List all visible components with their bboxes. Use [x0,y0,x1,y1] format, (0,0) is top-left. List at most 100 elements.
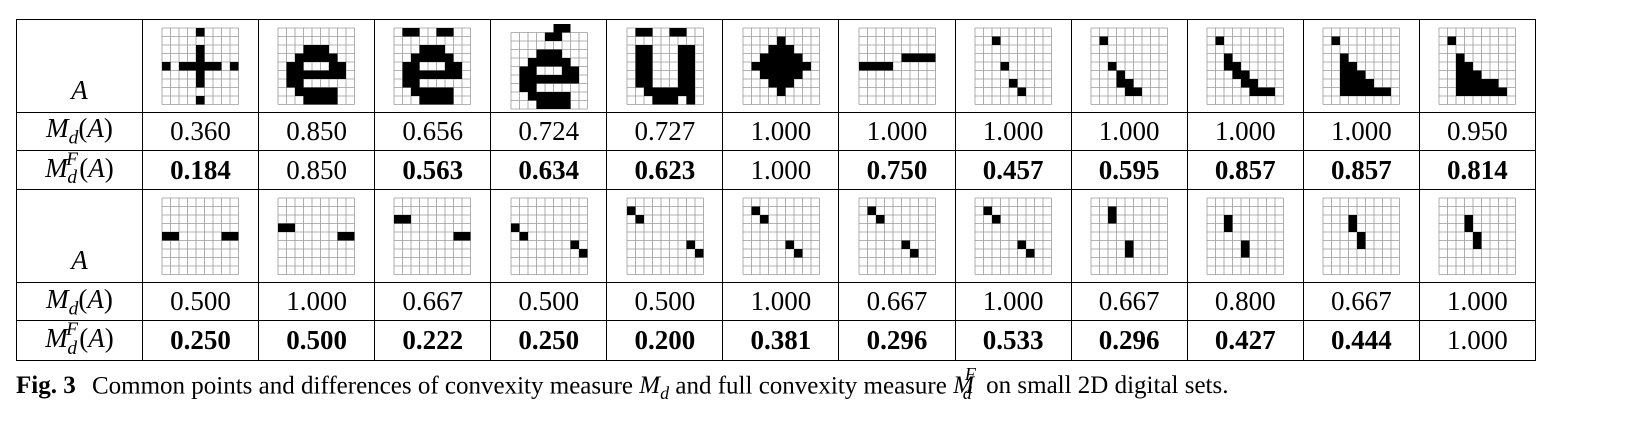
pixel-cell [1481,87,1491,96]
pixel-cell [1215,36,1224,45]
pixel-cell [320,87,330,96]
pixel-cell [320,53,330,62]
md-value: 0.667 [374,282,492,322]
pixel-cell [1107,206,1117,216]
pixel-cell [196,70,205,79]
mdf-value: 0.427 [1186,320,1304,361]
md-value: 1.000 [1186,112,1304,151]
shape-cell [490,19,608,113]
pixel-cell [561,66,571,75]
pixel-cell [635,53,644,62]
pixel-cell [295,78,304,88]
pixel-cell [286,70,296,79]
digital-set-two-bars-wide [161,197,240,276]
pixel-cell [519,74,528,83]
pixel-cell [759,70,769,79]
pixel-cell [527,74,537,83]
shape-cell [838,19,956,113]
pixel-cell [1008,78,1018,88]
pixel-cell [759,61,769,71]
pixel-cell [303,87,313,96]
pixel-cell [553,100,562,109]
pixel-cell [1017,87,1026,96]
pixel-cell [1348,87,1358,96]
shape-cell [374,19,492,113]
pixel-cell [278,223,287,233]
pixel-cell [909,249,919,258]
pixel-cell [776,61,786,71]
pixel-cell [312,70,321,79]
pixel-cell [329,61,338,71]
pixel-cell [768,78,777,88]
shape-cell [1070,189,1188,284]
pixel-cell [785,78,794,88]
pixel-cell [213,61,222,71]
row-label-mdf: MdF(A) [16,319,143,361]
pixel-cell [660,87,670,96]
pixel-cell [561,91,571,100]
pixel-cell [419,87,429,96]
pixel-cell [553,49,562,58]
pixel-cell [1456,70,1465,79]
pixel-cell [162,61,171,71]
pixel-cell [1473,70,1482,79]
row-label-mdf: MdF(A) [16,149,143,191]
pixel-cell [561,23,571,32]
pixel-cell [536,91,545,100]
pixel-cell [768,70,777,79]
shape-cell [722,19,840,113]
pixel-cell [1124,249,1134,258]
caption-mdf-symbol: MdF [953,364,976,404]
pixel-cell [445,70,454,79]
shape-cell [1302,189,1420,284]
pixel-cell [329,53,338,62]
pixel-cell [312,95,321,105]
pixel-cell [1357,78,1366,88]
pixel-cell [428,95,437,105]
pixel-cell [312,53,321,62]
pixel-cell [867,206,876,216]
pixel-cell [419,53,429,62]
row-label-set-text: A [71,245,88,276]
md-value: 0.667 [838,282,956,322]
md-value: 1.000 [838,112,956,151]
digital-set-filled-staircase [1322,27,1400,105]
md-value: 0.850 [258,112,376,151]
pixel-cell [419,70,429,79]
pixel-cell [643,44,653,54]
pixel-cell [445,61,454,71]
pixel-cell [1365,78,1375,88]
pixel-cell [295,61,304,71]
pixel-cell [1340,78,1349,88]
pixel-cell [1240,240,1250,250]
digital-set-diamond [742,27,820,105]
pixel-cell [544,100,554,109]
pixel-cell [445,87,454,96]
mdf-value: 0.814 [1418,149,1537,191]
row-label-md: Md(A) [16,282,143,322]
pixel-cell [196,78,205,88]
digital-set-two-diagonal-pairs-far [626,197,704,276]
pixel-cell [1447,36,1457,45]
pixel-cell [686,70,695,79]
pixel-cell [785,61,794,71]
pixel-cell [320,70,330,79]
caption-text-before: Common points and differences of convexi… [91,372,634,400]
md-value: 1.000 [954,282,1072,322]
pixel-cell [536,100,545,109]
pixel-cell [991,215,1001,224]
pixel-cell [686,61,695,71]
pixel-cell [669,27,678,37]
pixel-cell [909,53,919,62]
shape-cell [1418,189,1537,284]
pixel-cell [561,74,571,83]
pixel-cell [527,57,537,66]
pixel-cell [983,206,992,216]
pixel-cell [1348,215,1358,224]
pixel-cell [453,232,463,241]
pixel-cell [411,27,420,37]
pixel-cell [1249,78,1258,88]
mdf-value: 0.750 [838,149,956,191]
pixel-cell [1456,78,1465,88]
pixel-cell [768,44,777,54]
